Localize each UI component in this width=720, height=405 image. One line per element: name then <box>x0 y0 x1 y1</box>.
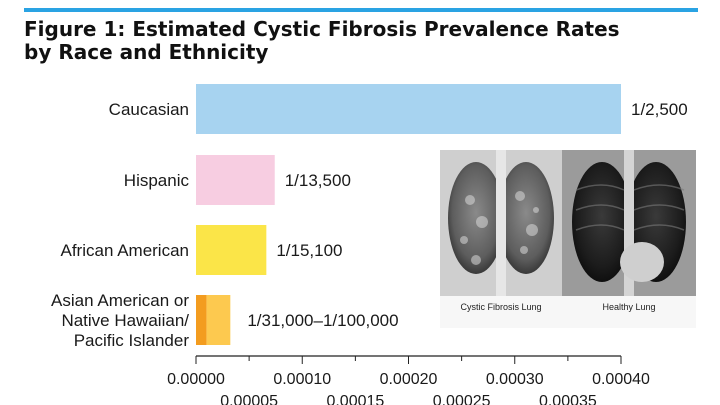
category-label-2-line0: African American <box>61 241 190 260</box>
bar-asian-pacific-islander-lower <box>196 295 207 345</box>
category-label-3-line0: Asian American or <box>51 291 189 310</box>
x-tick-label-lower-2: 0.00025 <box>433 393 491 405</box>
x-tick-label-upper-2: 0.00020 <box>380 371 438 388</box>
figure-title-line1: Figure 1: Estimated Cystic Fibrosis Prev… <box>24 17 620 41</box>
xray-inset: Cystic Fibrosis Lung Healthy Lung <box>440 150 696 328</box>
bar-caucasian <box>196 84 621 134</box>
x-tick-label-upper-0: 0.00000 <box>167 371 225 388</box>
category-label-3-line2: Pacific Islander <box>74 331 190 350</box>
x-tick-label-lower-0: 0.00005 <box>220 393 278 405</box>
x-tick-label-upper-1: 0.00010 <box>273 371 331 388</box>
bar-hispanic <box>196 155 275 205</box>
bar-asian-pacific-islander-range <box>206 295 231 345</box>
healthy-lung-caption: Healthy Lung <box>602 302 656 312</box>
figure-title-line2: by Race and Ethnicity <box>24 40 269 64</box>
x-tick-label-upper-4: 0.00040 <box>592 371 650 388</box>
x-tick-label-lower-3: 0.00035 <box>539 393 597 405</box>
category-label-1-line0: Hispanic <box>124 171 190 190</box>
top-accent-rule <box>24 8 698 12</box>
category-label-3-line1: Native Hawaiian/ <box>61 311 189 330</box>
figure-title: Figure 1: Estimated Cystic Fibrosis Prev… <box>24 18 664 64</box>
x-tick-label-lower-1: 0.00015 <box>326 393 384 405</box>
data-label-asian-pacific-islander: 1/31,000–1/100,000 <box>247 311 398 330</box>
x-tick-label-upper-3: 0.00030 <box>486 371 544 388</box>
data-label-hispanic: 1/13,500 <box>285 171 351 190</box>
cystic-fibrosis-lung-xray <box>440 150 562 296</box>
data-label-african-american: 1/15,100 <box>276 241 342 260</box>
data-label-caucasian: 1/2,500 <box>631 100 688 119</box>
cf-lung-caption: Cystic Fibrosis Lung <box>460 302 542 312</box>
category-label-0-line0: Caucasian <box>109 100 189 119</box>
bar-african-american <box>196 225 267 275</box>
healthy-lung-xray <box>562 150 696 296</box>
